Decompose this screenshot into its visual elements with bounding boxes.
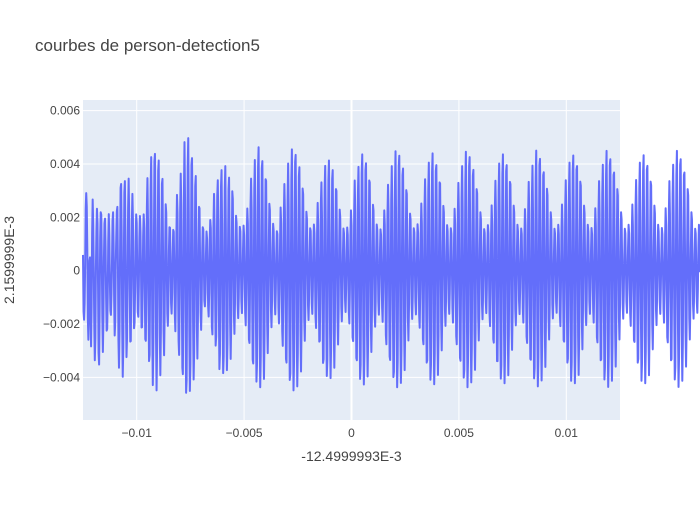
- x-axis-title: -12.4999993E-3: [301, 448, 402, 464]
- y-tick-label: 0.002: [50, 210, 80, 224]
- chart-title: courbes de person-detection5: [35, 36, 260, 55]
- series-line-0: [82, 137, 700, 394]
- x-tick-label: 0.005: [444, 426, 474, 440]
- y-tick-label: −0.004: [43, 370, 80, 384]
- y-tick-label: 0.006: [50, 104, 80, 118]
- x-tick-label: −0.005: [226, 426, 263, 440]
- x-tick-label: 0.01: [555, 426, 579, 440]
- tick-labels: −0.01 −0.005 0 0.005 0.01 −0.004 −0.002 0 0.002 0…: [43, 104, 578, 440]
- x-tick-label: 0: [348, 426, 355, 440]
- y-tick-label: 0.004: [50, 157, 80, 171]
- x-tick-label: −0.01: [122, 426, 153, 440]
- series-layer: [82, 137, 700, 394]
- y-tick-label: −0.002: [43, 317, 80, 331]
- y-tick-label: 0: [73, 264, 80, 278]
- y-axis-title: 2.1599999E-3: [1, 216, 17, 304]
